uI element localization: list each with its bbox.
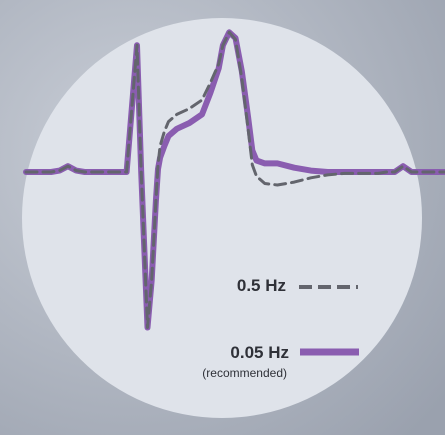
legend-note-recommended: (recommended) [202,366,287,380]
legend-label-005hz: 0.05 Hz [230,343,289,362]
plot-area [23,29,445,331]
series-line-05hz [24,30,445,329]
legend: 0.5 Hz 0.05 Hz (recommended) [202,276,359,380]
legend-label-05hz: 0.5 Hz [237,276,286,295]
chart-disc [22,18,422,418]
